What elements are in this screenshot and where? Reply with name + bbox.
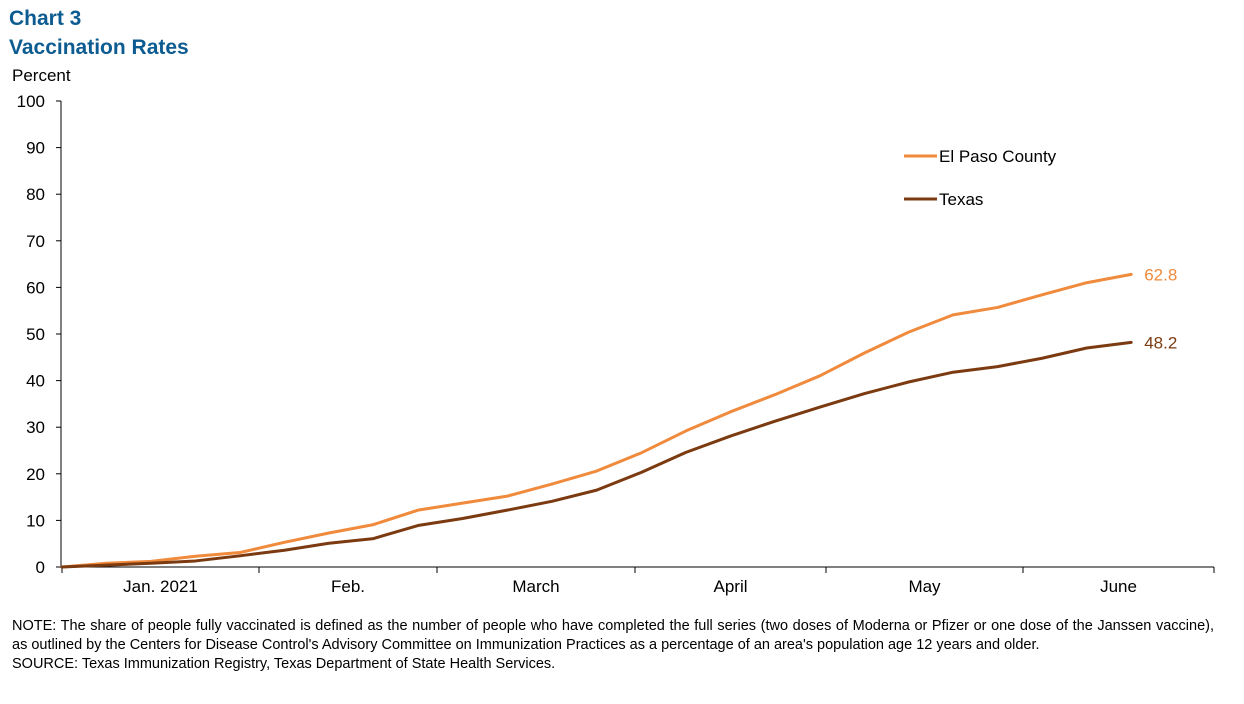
y-axis-label: Percent <box>12 66 71 85</box>
x-tick-label: Jan. 2021 <box>123 577 198 596</box>
y-tick-label: 90 <box>26 139 45 158</box>
chart-title: Vaccination Rates <box>9 36 189 59</box>
note-text: NOTE: The share of people fully vaccinat… <box>12 618 1214 653</box>
end-value-label: 62.8 <box>1144 265 1177 284</box>
series-lines <box>60 272 1133 569</box>
legend-label: Texas <box>939 190 983 209</box>
source-text: SOURCE: Texas Immunization Registry, Tex… <box>12 656 556 672</box>
chart-number: Chart 3 <box>9 7 82 30</box>
line-chart: Percent 0 10 20 30 40 50 60 70 80 90 100 Jan. 2021 F… <box>12 66 1215 596</box>
footnotes: NOTE: The share of people fully vaccinat… <box>12 617 1214 674</box>
x-tick-label: June <box>1100 577 1137 596</box>
end-value-label: 48.2 <box>1144 333 1177 352</box>
legend: El Paso County Texas <box>904 147 1057 209</box>
y-tick-label: 0 <box>36 558 45 577</box>
x-tick-label: April <box>713 577 747 596</box>
x-tick-label: March <box>512 577 559 596</box>
end-labels: 62.8 48.2 <box>1144 265 1177 352</box>
x-tick-label: May <box>908 577 941 596</box>
y-tick-label: 30 <box>26 418 45 437</box>
y-tick-label: 10 <box>26 511 45 530</box>
y-tick-label: 50 <box>26 325 45 344</box>
series-line <box>60 272 1133 569</box>
y-tick-label: 70 <box>26 232 45 251</box>
title-block: Chart 3 Vaccination Rates <box>9 4 189 62</box>
y-tick-label: 40 <box>26 372 45 391</box>
y-tick-label: 80 <box>26 185 45 204</box>
legend-label: El Paso County <box>939 147 1057 166</box>
y-tick-label: 20 <box>26 465 45 484</box>
y-tick-label: 100 <box>17 92 45 111</box>
series-line <box>60 340 1133 569</box>
y-tick-label: 60 <box>26 278 45 297</box>
x-tick-label: Feb. <box>331 577 365 596</box>
axes: 0 10 20 30 40 50 60 70 80 90 100 Jan. 2021 Feb. March… <box>17 92 1215 596</box>
